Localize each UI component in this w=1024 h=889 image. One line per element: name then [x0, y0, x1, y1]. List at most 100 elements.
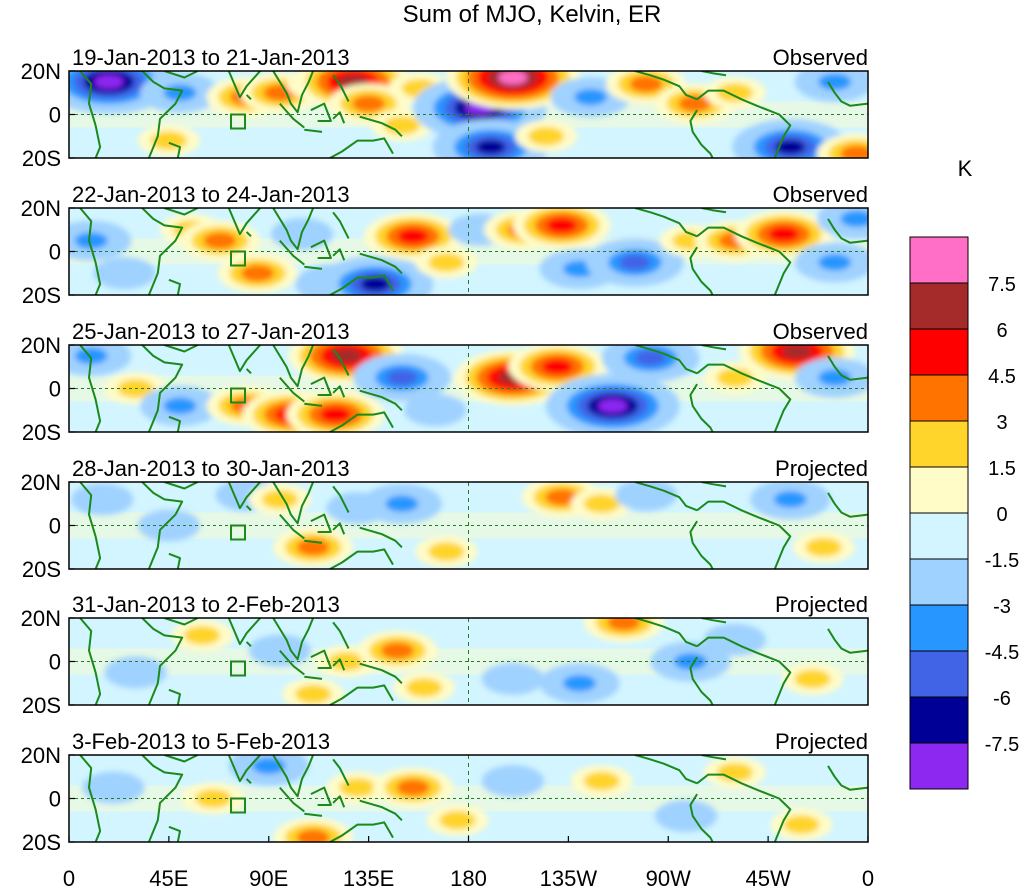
contour-level [794, 669, 831, 689]
coastline [696, 500, 792, 569]
panel-period-label: 31-Jan-2013 to 2-Feb-2013 [72, 592, 340, 617]
coastline [689, 383, 714, 432]
x-tick-label: 0 [862, 866, 874, 889]
coastline [827, 218, 868, 244]
x-tick-label: 180 [450, 866, 487, 889]
coastline [79, 208, 102, 295]
anomaly-feature [539, 663, 620, 704]
y-tick-label: 20N [21, 470, 61, 495]
x-tick-label: 45E [149, 866, 188, 889]
anomaly-feature [781, 662, 844, 695]
coastline [279, 102, 305, 129]
coastline [310, 102, 332, 122]
anomaly-feature [326, 771, 389, 804]
anomaly-feature [570, 765, 633, 798]
anomaly-feature [583, 618, 664, 643]
coastline [164, 482, 199, 490]
anomaly-feature [69, 71, 176, 114]
contour-level [241, 265, 275, 282]
coastline [141, 482, 184, 569]
colorbar-swatch [909, 650, 969, 698]
anomaly-feature [248, 483, 311, 516]
y-tick-label: 0 [49, 377, 61, 402]
coastline [164, 755, 199, 763]
coastline [141, 345, 184, 432]
anomaly-blobs [69, 208, 868, 295]
x-axis: 0 45E 90E 135E 180 135W 90W 45W 0 [63, 836, 874, 889]
coastline [827, 355, 868, 381]
anomaly-feature [82, 771, 145, 804]
coastline [79, 482, 102, 569]
coastline [332, 758, 350, 786]
contour-level [583, 494, 620, 514]
contour-level [545, 488, 579, 506]
coastline [327, 684, 394, 705]
contour-level [428, 253, 465, 272]
anomaly-feature [512, 208, 611, 250]
y-tick-label: 0 [49, 514, 61, 539]
contour-level [475, 139, 506, 155]
coastline [304, 675, 323, 680]
anomaly-feature [445, 71, 580, 110]
coastline [359, 526, 403, 549]
contour-level [385, 495, 419, 512]
contour-level [781, 345, 813, 359]
colorbar-tick-label: 6 [996, 320, 1007, 342]
colorbar-swatch [909, 466, 969, 514]
colorbar-tick-label: -4.5 [985, 642, 1019, 664]
colorbar-tick-label: -3 [993, 596, 1011, 618]
contour-level [352, 95, 386, 112]
coastline [696, 773, 792, 842]
coastline [279, 649, 305, 676]
coastline [164, 618, 199, 626]
contour-level [768, 226, 800, 242]
anomaly-feature [703, 76, 766, 109]
y-tick-label: 20S [22, 283, 61, 308]
coastline [245, 505, 252, 512]
contour-level [775, 139, 806, 155]
x-tick-label: 0 [63, 866, 75, 889]
contour-level [805, 537, 842, 557]
x-tick-label: 90E [249, 866, 288, 889]
coastline [332, 658, 346, 671]
coastline [359, 252, 403, 275]
contour-level [634, 350, 667, 366]
anomaly-feature [93, 257, 156, 290]
coastline [245, 94, 252, 101]
contour-level [360, 276, 391, 292]
panel-period-label: 28-Jan-2013 to 30-Jan-2013 [72, 456, 350, 481]
anomaly-feature [69, 220, 132, 261]
contour-level [541, 359, 573, 375]
anomaly-feature [282, 678, 345, 705]
coastlines [79, 71, 868, 158]
coastline [245, 368, 252, 375]
coastline [226, 345, 262, 373]
contour-level [296, 829, 330, 842]
panel-period-label: 3-Feb-2013 to 5-Feb-2013 [72, 729, 330, 754]
colorbar-swatch [909, 420, 969, 468]
anomaly-feature [357, 630, 438, 671]
anomaly-feature [71, 483, 134, 516]
contour-level [583, 771, 620, 791]
coastline [226, 618, 262, 646]
coastline [141, 755, 184, 842]
coastline [332, 795, 346, 808]
coastline [332, 211, 350, 239]
contour-level [74, 232, 108, 249]
coastline [279, 786, 305, 813]
contour-level [261, 490, 298, 509]
contour-level [716, 368, 753, 387]
coastline [304, 539, 323, 544]
coastline [332, 248, 346, 261]
anomaly-feature [481, 765, 544, 798]
coastline [327, 274, 394, 295]
coastlines [79, 618, 868, 705]
x-tick-label: 45W [746, 866, 791, 889]
contour-level [428, 542, 465, 561]
contour-level [383, 116, 420, 135]
coastline [310, 513, 332, 533]
contour-level [106, 263, 143, 283]
contour-level [667, 806, 705, 826]
colorbar-tick-label: 0 [996, 504, 1007, 526]
